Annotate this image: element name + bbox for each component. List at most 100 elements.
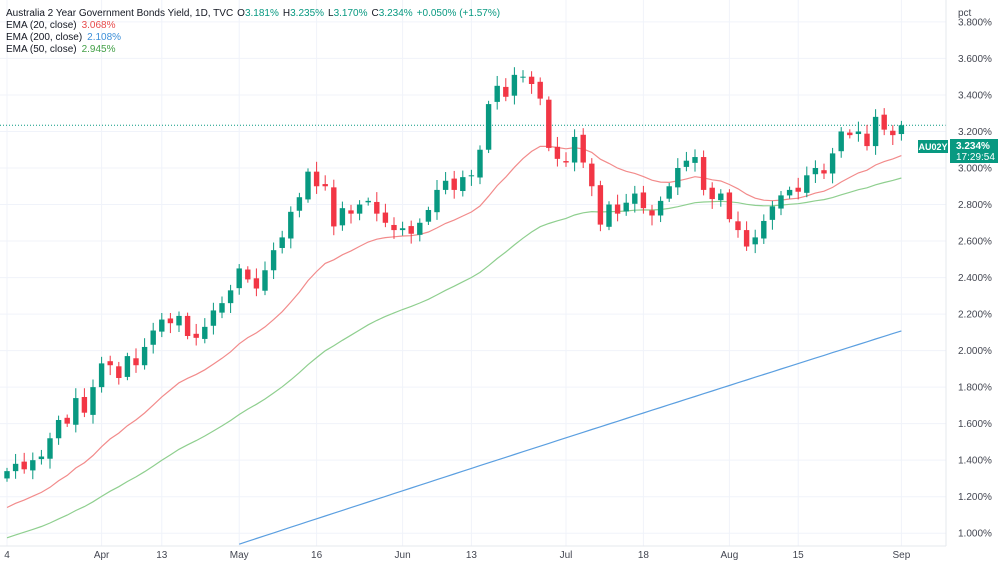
candle-body <box>270 250 277 271</box>
ema50-label: EMA (50, close) <box>6 44 77 55</box>
candle-body <box>210 310 217 326</box>
ema-200-line <box>239 330 902 545</box>
candle-body <box>614 204 621 214</box>
y-tick-label: 3.200% <box>958 127 992 138</box>
candle-body <box>399 228 406 231</box>
candle-body <box>365 200 371 203</box>
ohlc-low-key: L <box>328 8 334 19</box>
candle-body <box>571 136 578 163</box>
x-tick-label: 15 <box>793 550 805 561</box>
candle-body <box>339 208 346 226</box>
candle-body <box>795 187 801 192</box>
candle-body <box>184 315 191 336</box>
price-tag-countdown: 17:29:54 <box>956 152 995 163</box>
x-tick-label: 16 <box>311 550 323 561</box>
candle-body <box>417 222 423 235</box>
legend-ema200[interactable]: EMA (200, close) 2.108% <box>6 32 121 43</box>
price-axis-unit: pct <box>958 8 972 19</box>
candle-body <box>202 326 208 339</box>
candle-body <box>64 417 70 424</box>
candle-body <box>460 177 466 192</box>
candle-body <box>829 153 836 174</box>
candle-body <box>503 86 509 97</box>
ema200-value: 2.108% <box>87 32 121 43</box>
candle-body <box>546 99 552 148</box>
candle-body <box>55 420 62 439</box>
candle-body <box>761 220 767 239</box>
x-tick-label: 4 <box>4 550 10 561</box>
candle-body <box>485 104 492 150</box>
candle-body <box>236 268 242 289</box>
candle-body <box>864 133 870 147</box>
ema50-value: 2.945% <box>82 44 116 55</box>
price-tag-bg <box>950 139 998 163</box>
candle-body <box>288 211 294 239</box>
candle-body <box>382 212 389 223</box>
candle-body <box>47 438 53 459</box>
candle-body <box>580 134 586 163</box>
ema20-value: 3.068% <box>82 20 116 31</box>
y-tick-label: 2.400% <box>958 273 992 284</box>
grid <box>0 0 946 546</box>
ohlc-close-value: 3.234% <box>379 8 413 19</box>
candle-body <box>468 175 475 177</box>
y-tick-label: 2.200% <box>958 310 992 321</box>
candle-body <box>425 210 432 222</box>
candle-body <box>812 168 819 175</box>
price-axis[interactable]: 3.800% 3.600% 3.400% 3.200% 3.000% 2.800% 2.60… <box>958 17 992 539</box>
y-tick-label: 1.000% <box>958 529 992 540</box>
candle-body <box>296 197 303 211</box>
candle-body <box>821 170 827 174</box>
ohlc-high-key: H <box>283 8 290 19</box>
y-tick-label: 3.000% <box>958 164 992 175</box>
candle-body <box>683 160 690 167</box>
candle-body <box>898 125 905 135</box>
candle-body <box>219 303 225 313</box>
candle-body <box>657 200 664 216</box>
candle-body <box>649 210 655 216</box>
candle-body <box>477 149 483 178</box>
candle-body <box>150 330 156 345</box>
x-tick-label: 18 <box>638 550 650 561</box>
candle-body <box>786 189 793 196</box>
candle-body <box>193 333 199 338</box>
candle-body <box>253 278 260 289</box>
y-tick-label: 2.000% <box>958 346 992 357</box>
candle-body <box>227 290 234 304</box>
candle-body <box>391 224 397 231</box>
candle-body <box>778 195 784 209</box>
y-tick-label: 2.600% <box>958 237 992 248</box>
candle-body <box>769 206 776 220</box>
ema-20-line <box>6 145 902 509</box>
candle-body <box>709 187 715 200</box>
legend: Australia 2 Year Government Bonds Yield,… <box>6 8 500 55</box>
price-tag-value: 3.234% <box>956 141 990 152</box>
candle-body <box>855 131 862 135</box>
candle-body <box>279 237 285 248</box>
candle-body <box>881 114 887 130</box>
candle-body <box>872 116 879 147</box>
candle-body <box>4 471 10 479</box>
candle-body <box>98 363 105 388</box>
candle-body <box>12 463 19 472</box>
candle-body <box>90 387 96 415</box>
time-axis[interactable]: 4 Apr 13 May 16 Jun 13 Jul 18 Aug 15 Sep <box>4 550 911 561</box>
candle-body <box>838 131 844 152</box>
y-tick-label: 3.800% <box>958 17 992 28</box>
legend-ema20[interactable]: EMA (20, close) 3.068% <box>6 20 116 31</box>
candle-body <box>726 192 733 220</box>
candle-body <box>133 358 139 366</box>
candle-body <box>752 237 758 245</box>
candle-body <box>700 157 707 190</box>
candle-body <box>81 396 88 413</box>
ema-lines <box>6 145 902 545</box>
candle-body <box>116 366 122 378</box>
legend-ema50[interactable]: EMA (50, close) 2.945% <box>6 44 116 55</box>
y-tick-label: 1.400% <box>958 456 992 467</box>
candle-body <box>735 221 741 231</box>
symbol-title: Australia 2 Year Government Bonds Yield,… <box>6 8 233 19</box>
x-tick-label: Jul <box>560 550 573 561</box>
candle-body <box>890 130 896 136</box>
